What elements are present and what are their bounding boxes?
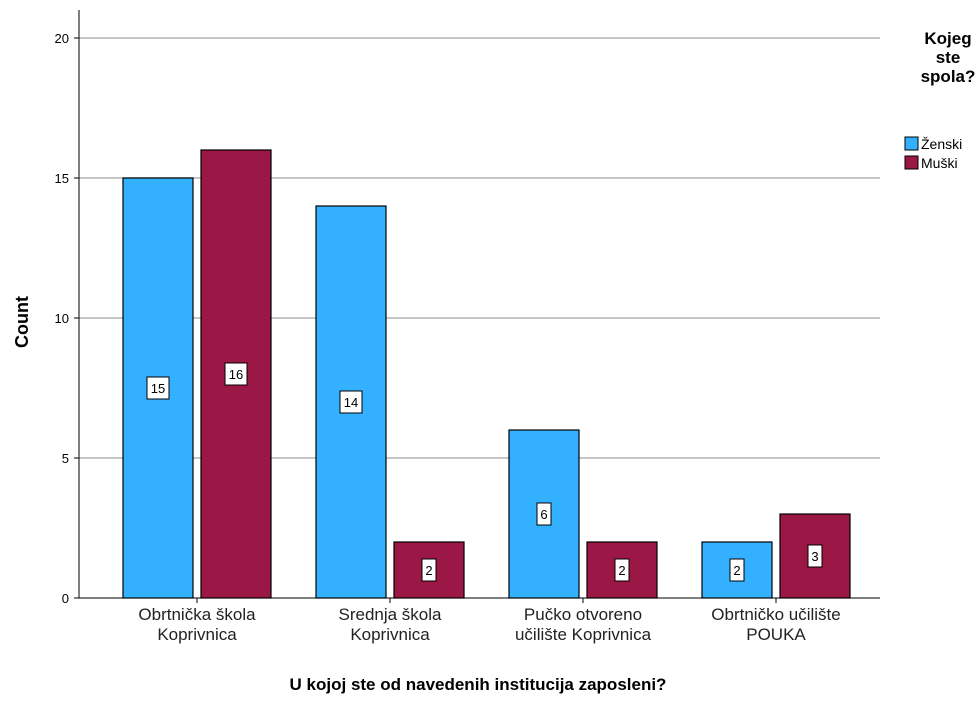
bar-enski-0 — [122, 177, 194, 599]
data-label: 15 — [151, 381, 165, 396]
data-label-box — [224, 362, 248, 386]
data-label-box — [339, 390, 363, 414]
data-label: 2 — [733, 563, 740, 578]
y-axis-title: Count — [12, 296, 32, 348]
data-label: 6 — [540, 507, 547, 522]
data-label-box — [614, 558, 630, 582]
bars — [122, 149, 851, 599]
legend-swatch — [904, 155, 919, 170]
x-tick-label: Obrtničko učilište POUKA — [711, 605, 840, 644]
x-tick-label: Obrtnička škola Koprivnica — [138, 605, 256, 644]
y-tick-label: 5 — [62, 451, 69, 466]
x-axis-title: U kojoj ste od navedenih institucija zap… — [290, 675, 667, 694]
x-tick-label: Srednja škola Koprivnica — [338, 605, 442, 644]
x-tick-labels: Obrtnička škola Koprivnica Srednja škola Ko… — [138, 605, 840, 644]
data-label: 16 — [229, 367, 243, 382]
y-tick-label: 15 — [55, 171, 69, 186]
data-label: 3 — [811, 549, 818, 564]
gridlines — [79, 37, 880, 459]
legend-title: Kojeg ste spola? — [921, 29, 976, 86]
data-label-box — [536, 502, 552, 526]
y-tick-label: 0 — [62, 591, 69, 606]
data-label-box — [421, 558, 437, 582]
data-label: 2 — [618, 563, 625, 578]
data-label: 14 — [344, 395, 358, 410]
data-label-box — [146, 376, 170, 400]
legend: Kojeg ste spola? Ženski Muški — [904, 29, 976, 171]
legend-swatch — [904, 136, 919, 151]
data-labels: 15 16 14 2 6 2 2 3 — [146, 362, 823, 582]
data-label-box — [807, 544, 823, 568]
y-tick-label: 10 — [55, 311, 69, 326]
y-tick-label: 20 — [55, 31, 69, 46]
legend-label: Ženski — [921, 136, 962, 152]
legend-label: Muški — [921, 155, 958, 171]
data-label-box — [729, 558, 745, 582]
data-label: 2 — [425, 563, 432, 578]
x-tick-label: Pučko otvoreno učilište Koprivnica — [515, 605, 652, 644]
